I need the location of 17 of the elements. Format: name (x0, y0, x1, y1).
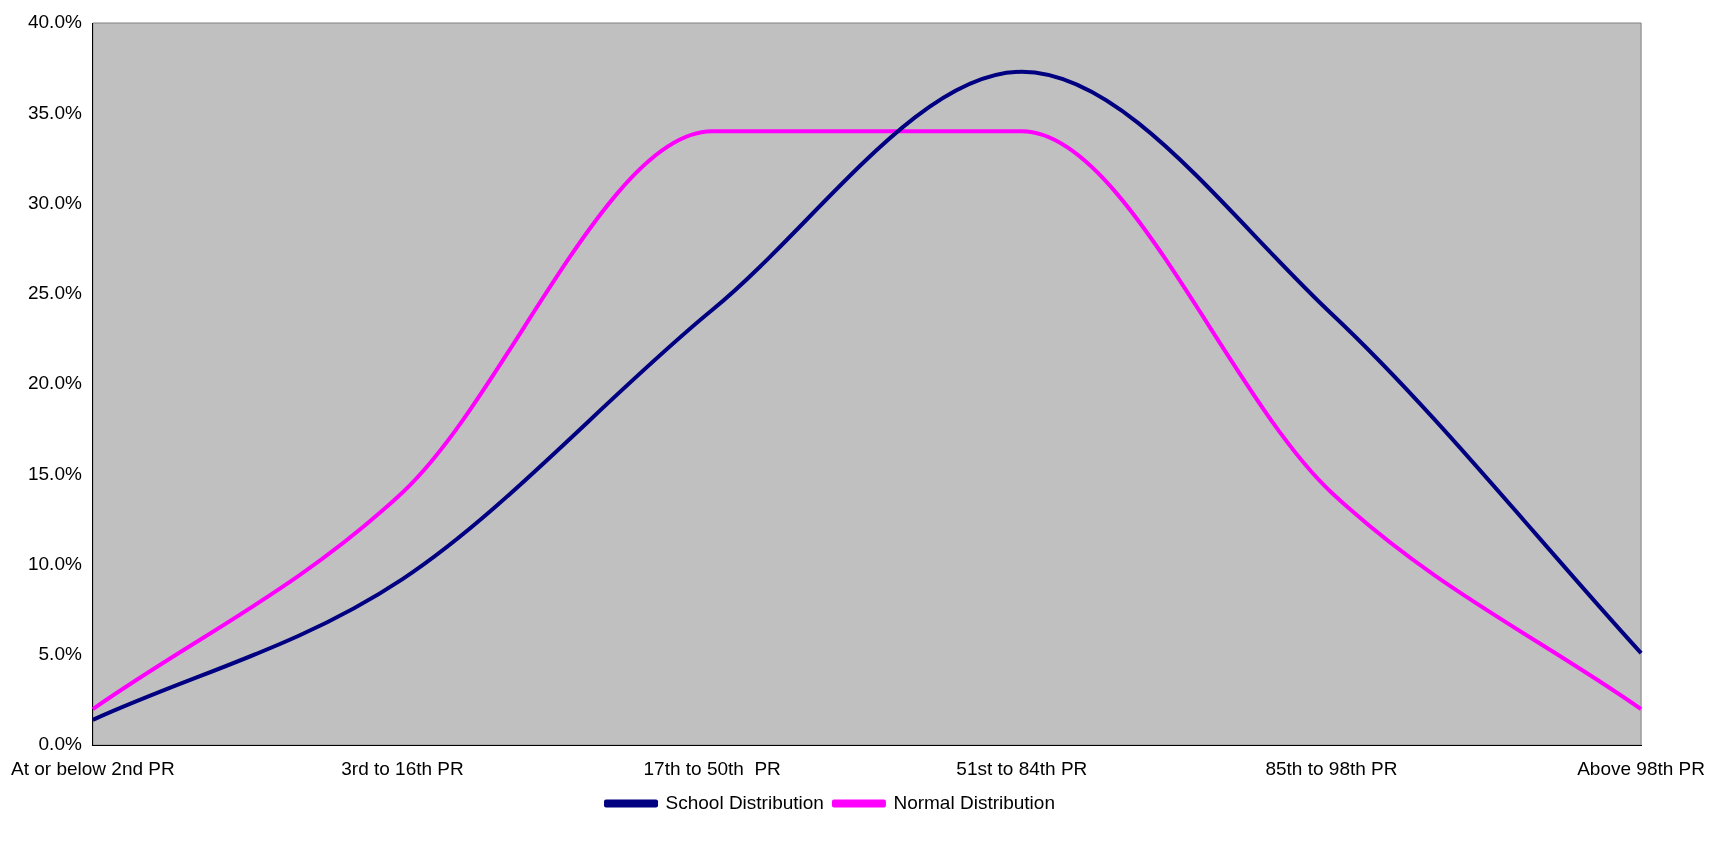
x-tick-label: At or below 2nd PR (11, 757, 175, 779)
y-tick-label: 40.0% (27, 11, 82, 33)
x-tick-label: 51st to 84th PR (956, 757, 1088, 779)
y-tick-label: 30.0% (27, 191, 82, 213)
y-tick-label: 20.0% (27, 372, 82, 394)
y-tick-label: 0.0% (38, 733, 82, 755)
x-tick-label: 17th to 50th PR (643, 757, 781, 779)
y-tick-label: 15.0% (27, 462, 82, 484)
y-tick-label: 10.0% (27, 552, 82, 574)
y-tick-label: 25.0% (27, 282, 82, 304)
x-tick-label: 3rd to 16th PR (341, 757, 464, 779)
x-tick-label: Above 98th PR (1577, 757, 1705, 779)
legend-label: School Distribution (665, 791, 824, 813)
y-tick-label: 5.0% (38, 643, 82, 665)
y-tick-label: 35.0% (27, 101, 82, 123)
x-tick-label: 85th to 98th PR (1265, 757, 1398, 779)
legend-label: Normal Distribution (893, 791, 1055, 813)
